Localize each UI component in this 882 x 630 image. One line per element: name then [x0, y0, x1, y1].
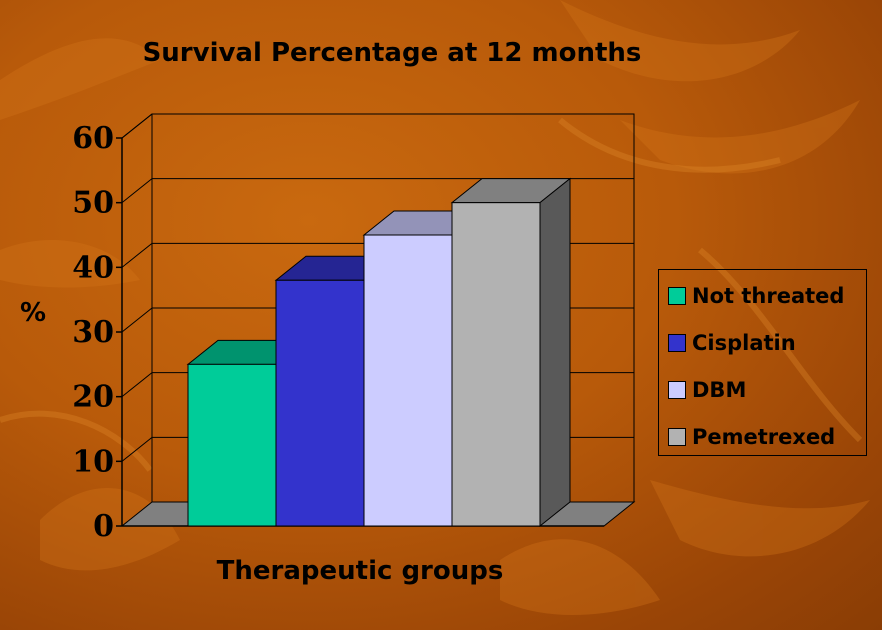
gridline-side	[121, 436, 153, 462]
bar	[275, 279, 365, 527]
legend-swatch	[668, 334, 686, 352]
y-axis-label: %	[20, 298, 47, 328]
legend-swatch	[668, 287, 686, 305]
y-tick-label: 50	[72, 186, 114, 221]
legend-item: Cisplatin	[668, 331, 796, 355]
y-tick-label: 60	[72, 121, 114, 156]
legend-item: DBM	[668, 378, 746, 402]
gridline-side	[121, 372, 153, 398]
y-tick-label: 20	[72, 380, 114, 415]
legend-label: Not threated	[692, 284, 845, 308]
legend-label: DBM	[692, 378, 747, 402]
chart-title: Survival Percentage at 12 months	[142, 38, 642, 68]
gridline-side	[121, 113, 153, 139]
legend-item: Pemetrexed	[668, 425, 835, 449]
legend-label: Cisplatin	[692, 331, 796, 355]
bar	[451, 202, 541, 527]
legend-swatch	[668, 381, 686, 399]
y-tick-label: 10	[72, 444, 114, 479]
bar-side	[539, 177, 571, 528]
legend-item: Not threated	[668, 284, 844, 308]
y-tick-label: 30	[72, 315, 114, 350]
chart-legend: Not threated Cisplatin DBM Pemetrexed	[658, 269, 867, 456]
legend-swatch	[668, 428, 686, 446]
gridline-side	[121, 307, 153, 333]
bar	[187, 363, 277, 527]
x-axis-label: Therapeutic groups	[216, 556, 504, 586]
y-tick-label: 0	[93, 509, 114, 544]
legend-label: Pemetrexed	[692, 425, 836, 449]
gridline-side	[121, 242, 153, 268]
y-tick-label: 40	[72, 250, 114, 285]
bar	[363, 234, 453, 527]
gridline-side	[121, 178, 153, 204]
